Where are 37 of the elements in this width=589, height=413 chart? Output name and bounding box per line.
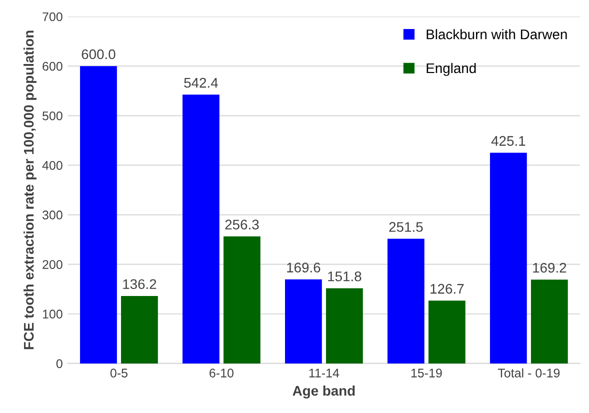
bar bbox=[326, 288, 363, 364]
data-label: 251.5 bbox=[389, 222, 423, 232]
y-tick-label: 300 bbox=[42, 210, 62, 220]
y-tick-label: 0 bbox=[56, 359, 62, 368]
x-tick-label: Total - 0-19 bbox=[498, 368, 560, 378]
data-label: 126.7 bbox=[430, 284, 464, 294]
x-tick-label: 15-19 bbox=[411, 368, 442, 378]
x-tick-label: 11-14 bbox=[309, 368, 340, 378]
y-tick-label: 600 bbox=[42, 62, 62, 71]
data-label: 256.3 bbox=[225, 220, 259, 230]
data-label: 169.2 bbox=[533, 262, 566, 273]
data-label: 600.0 bbox=[82, 49, 116, 60]
bar bbox=[182, 94, 220, 364]
y-axis-title: FCE tooth extraction rate per 100,000 population bbox=[24, 30, 36, 350]
bar bbox=[530, 280, 568, 364]
data-label: 151.8 bbox=[328, 271, 362, 282]
y-tick-label: 200 bbox=[42, 260, 62, 269]
bar bbox=[387, 238, 424, 364]
y-tick-label: 700 bbox=[42, 12, 62, 22]
data-label: 136.2 bbox=[123, 279, 156, 290]
x-tick-label: 0-5 bbox=[110, 368, 128, 378]
y-tick-label: 500 bbox=[42, 111, 62, 120]
legend-label: England bbox=[426, 62, 476, 76]
bar bbox=[285, 279, 322, 364]
x-axis-title: Age band bbox=[292, 386, 355, 399]
y-tick-label: 400 bbox=[42, 161, 62, 170]
y-tick-label: 100 bbox=[42, 310, 62, 319]
data-label: 542.4 bbox=[184, 78, 218, 88]
legend-label: Blackburn with Darwen bbox=[426, 29, 567, 40]
data-label: 169.6 bbox=[287, 262, 320, 272]
bar bbox=[224, 236, 260, 364]
bar bbox=[490, 152, 527, 364]
bar bbox=[121, 296, 158, 364]
x-tick-label: 6-10 bbox=[210, 368, 234, 378]
data-label: 425.1 bbox=[491, 136, 526, 146]
bar bbox=[80, 66, 117, 364]
bar bbox=[428, 300, 466, 364]
